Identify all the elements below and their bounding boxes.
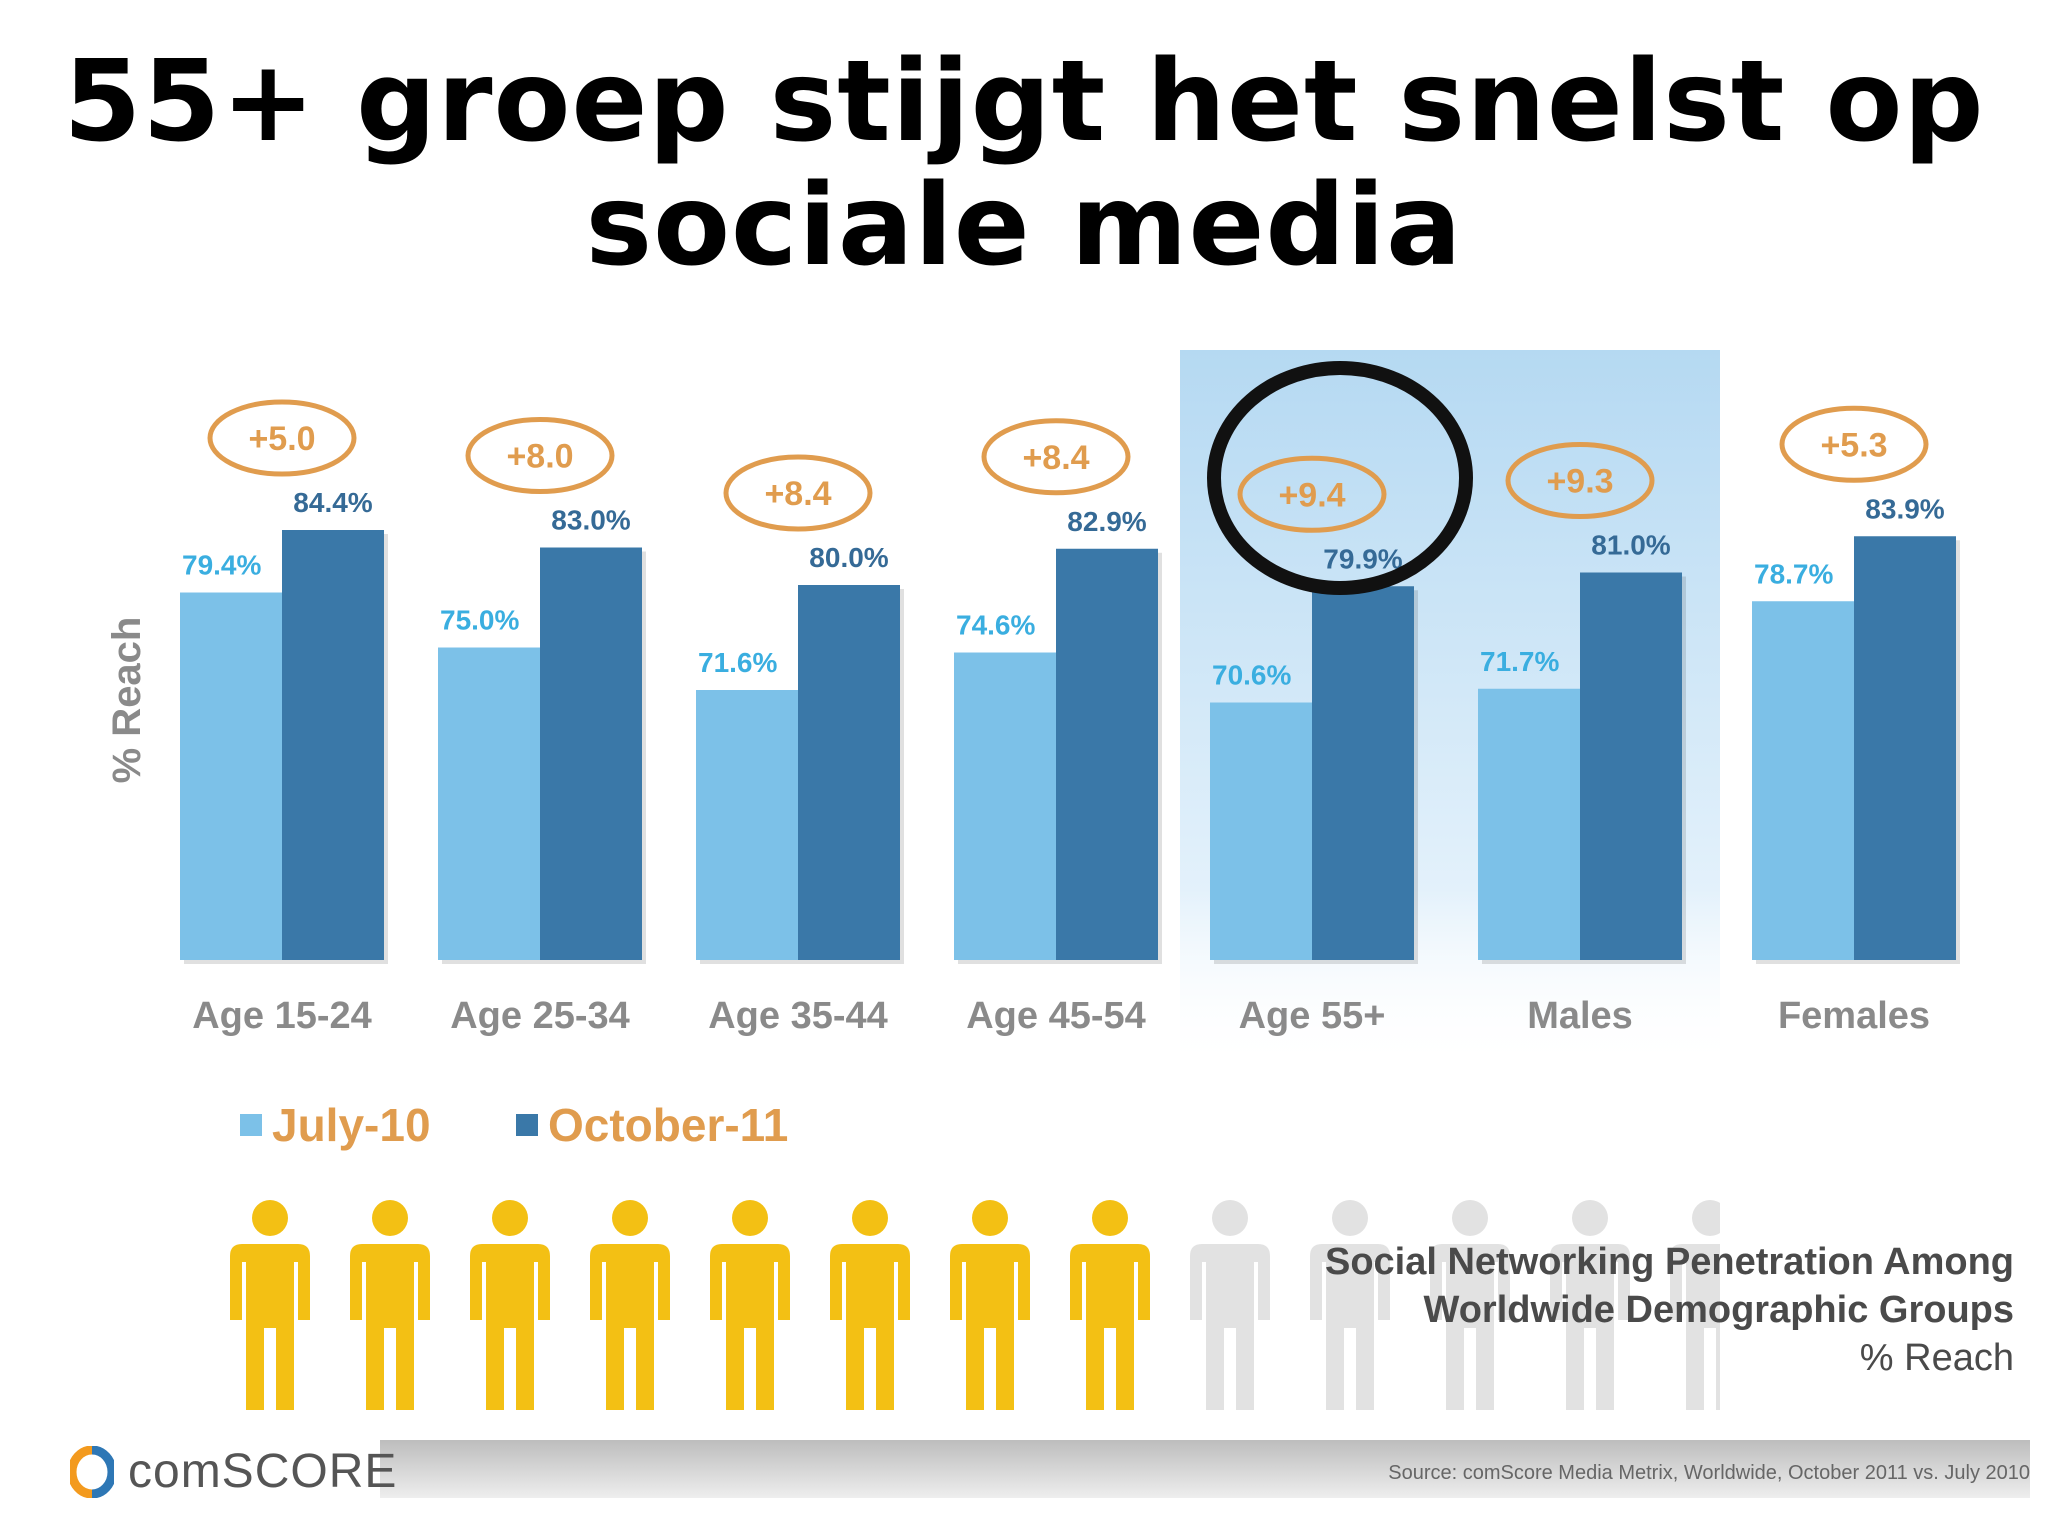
bar-october-11 [798,585,900,960]
comscore-logo-icon [70,1445,114,1498]
change-label: +8.0 [506,438,573,476]
caption-line-3: % Reach [1859,1337,2014,1379]
data-label: 83.0% [551,505,630,536]
bar-october-11 [1056,548,1158,960]
person-icon [830,1200,910,1410]
data-label: 83.9% [1865,493,1944,524]
x-tick-label: Males [1527,995,1633,1037]
page-title: 55+ groep stijgt het snelst op sociale m… [0,40,2048,288]
bar-july-10 [1210,702,1312,960]
person-icon [710,1200,790,1410]
bar-october-11 [282,530,384,960]
data-label: 71.7% [1480,646,1559,677]
change-label: +8.4 [764,475,831,513]
comscore-logo-text: comSCORE [128,1445,398,1498]
chart-caption: Social Networking Penetration Among Worl… [1325,1238,2014,1382]
person-icon [470,1200,550,1410]
legend-july-label: July-10 [272,1099,431,1151]
source-note: Source: comScore Media Metrix, Worldwide… [1388,1462,2030,1484]
data-label: 79.9% [1323,543,1402,574]
person-icon [1190,1200,1270,1410]
legend-october-swatch [516,1114,538,1136]
data-label: 71.6% [698,647,777,678]
x-tick-label: Age 35-44 [708,995,888,1037]
bar-october-11 [1580,572,1682,960]
x-tick-label: Females [1778,995,1930,1037]
bar-july-10 [954,652,1056,960]
data-label: 79.4% [182,550,261,581]
data-label: 82.9% [1067,506,1146,537]
bar-october-11 [1312,586,1414,960]
x-tick-label: Age 45-54 [966,995,1146,1037]
change-label: +8.4 [1022,439,1089,477]
data-label: 75.0% [440,605,519,636]
change-label: +9.4 [1278,476,1345,514]
legend-july-swatch [240,1114,262,1136]
bar-october-11 [540,547,642,960]
bar-july-10 [438,647,540,960]
legend-october: October-11 [516,1098,788,1152]
change-oval [207,399,357,477]
change-oval [1237,455,1387,533]
data-label: 81.0% [1591,530,1670,561]
person-icon [1670,1200,1720,1410]
bar-october-11 [1854,536,1956,960]
change-label: +9.3 [1546,463,1613,501]
change-label: +5.3 [1820,426,1887,464]
focus-circle [1207,361,1473,595]
x-tick-label: Age 25-34 [450,995,630,1037]
legend-july: July-10 [240,1098,431,1152]
legend-october-label: October-11 [548,1099,789,1151]
bar-july-10 [180,592,282,960]
data-label: 74.6% [956,610,1035,641]
data-label: 80.0% [809,542,888,573]
change-oval [723,454,873,532]
person-icon [1070,1200,1150,1410]
change-label: +5.0 [248,420,315,458]
change-oval [1779,405,1929,483]
person-icon [590,1200,670,1410]
caption-line-2: Worldwide Demographic Groups [1423,1289,2014,1331]
footer-band [380,1440,2030,1498]
x-tick-label: Age 55+ [1239,995,1386,1037]
data-label: 84.4% [293,487,372,518]
person-icon [230,1200,310,1410]
title-line-2: sociale media [585,161,1463,291]
bar-july-10 [696,690,798,960]
person-icon [1310,1200,1390,1410]
change-oval [465,417,615,494]
x-tick-label: Age 15-24 [192,995,372,1037]
change-oval [981,418,1131,496]
data-label: 70.6% [1212,660,1291,691]
bar-july-10 [1752,601,1854,960]
person-icon [1430,1200,1510,1410]
comscore-logo: comSCORE [70,1444,397,1499]
change-oval [1505,442,1655,519]
bar-july-10 [1478,688,1580,960]
person-icon [1550,1200,1630,1410]
title-line-1: 55+ groep stijgt het snelst op [63,37,1985,167]
person-icon [950,1200,1030,1410]
caption-line-1: Social Networking Penetration Among [1324,1241,2014,1283]
bar-chart: 79.4% 84.4% Age 15-24 75.0% 83.0% Age 25-34 71… [105,350,1960,1070]
y-axis-label: % Reach [105,617,149,784]
person-icon [350,1200,430,1410]
data-label: 78.7% [1754,558,1833,589]
people-figures [230,1200,1720,1410]
